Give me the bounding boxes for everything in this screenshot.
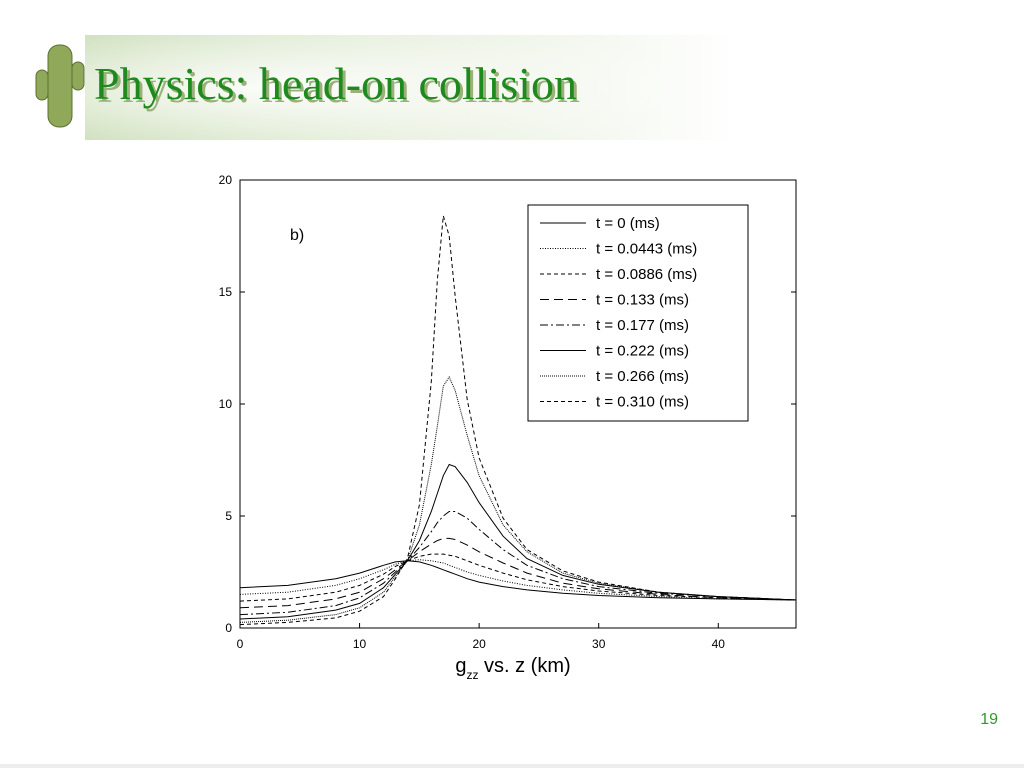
x-tick-label: 30 [592, 637, 606, 651]
legend-label: t = 0.0886 (ms) [596, 266, 697, 283]
legend-label: t = 0.177 (ms) [596, 317, 689, 334]
x-tick-label: 10 [353, 637, 367, 651]
y-tick-label: 20 [219, 173, 233, 187]
series-line [239, 463, 797, 620]
y-tick-label: 0 [225, 621, 232, 635]
x-axis-label-part: g [455, 655, 466, 677]
series-line [239, 553, 797, 602]
series-line [239, 376, 797, 623]
series-line [239, 559, 797, 601]
x-axis-label: gzz vs. z (km) [455, 655, 570, 682]
x-tick-label: 20 [472, 637, 486, 651]
legend-label: t = 0.222 (ms) [596, 343, 689, 360]
series-line [239, 511, 797, 616]
page-number: 19 [980, 711, 998, 728]
legend-label: t = 0.0443 (ms) [596, 241, 697, 258]
series-line [239, 537, 797, 609]
panel-label: b) [290, 227, 304, 244]
legend-label: t = 0.266 (ms) [596, 368, 689, 385]
y-tick-label: 15 [219, 285, 233, 299]
legend-label: t = 0.133 (ms) [596, 292, 689, 309]
title-shadow: Physics: head-on collision [97, 61, 580, 112]
y-tick-label: 10 [219, 397, 233, 411]
bottom-strip [0, 764, 1024, 768]
x-axis-label-part: vs. z (km) [478, 655, 570, 677]
x-tick-label: 0 [237, 637, 244, 651]
legend-label: t = 0 (ms) [596, 215, 660, 232]
slide-title: Physics: head-on collision [94, 58, 577, 109]
cactus-icon [35, 44, 85, 128]
x-axis-label-part: zz [466, 668, 478, 682]
legend-label: t = 0.310 (ms) [596, 394, 689, 411]
y-tick-label: 5 [225, 509, 232, 523]
title-glow [85, 35, 735, 140]
chart: 0 5 10 15 20 0 10 20 30 40 gzz vs. z (km) b) t = 0 (… [219, 173, 797, 682]
series-line [239, 560, 797, 601]
legend-box [527, 204, 749, 422]
series-line [239, 215, 797, 626]
x-tick-label: 40 [712, 637, 726, 651]
